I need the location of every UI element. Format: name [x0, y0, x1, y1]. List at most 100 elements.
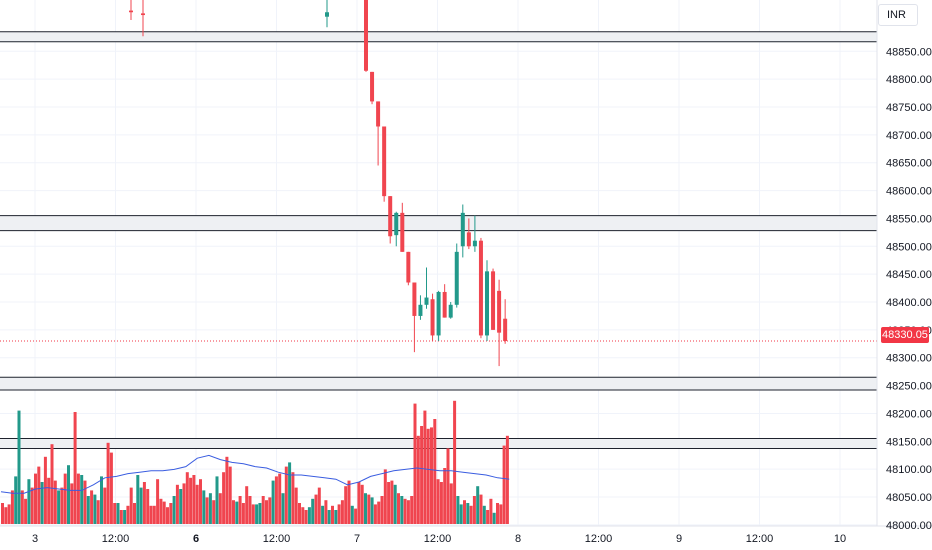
volume-bar — [403, 498, 407, 524]
price-tick-label: 48700.00 — [886, 130, 932, 142]
candle-body — [454, 251, 459, 305]
price-tick-label: 48750.00 — [886, 102, 932, 114]
volume-bar — [261, 496, 265, 524]
zone-fill — [0, 215, 877, 231]
volume-bar — [34, 473, 37, 524]
candle-body — [472, 240, 477, 247]
volume-bar — [146, 489, 150, 524]
candlesticks — [129, 0, 508, 367]
volume-bar — [139, 487, 143, 524]
volume-bar — [37, 466, 41, 524]
volume-bar — [57, 490, 61, 524]
time-tick-label: 7 — [354, 533, 360, 545]
volume-bar — [446, 448, 450, 524]
price-tick-label: 48200.00 — [886, 408, 932, 420]
volume-bar — [20, 490, 24, 524]
candle-body — [412, 282, 417, 316]
candle-body — [466, 232, 471, 247]
candle-body — [382, 126, 387, 197]
volume-bar — [7, 504, 11, 524]
candle-body — [376, 101, 381, 127]
volume-bar — [218, 493, 222, 524]
time-axis[interactable]: 3 12:00 6 12:00 7 12:00 8 12:00 9 12:00 10 — [32, 533, 846, 545]
volume-bar — [364, 493, 367, 524]
volume-bar — [30, 487, 34, 524]
time-tick-label: 12:00 — [102, 533, 130, 545]
volume-bar — [486, 510, 490, 524]
volume-bar — [449, 483, 453, 524]
candle-body — [325, 12, 329, 17]
volume-bar — [47, 477, 51, 524]
candle-body — [388, 196, 393, 237]
volume-bar — [27, 479, 31, 524]
time-tick-label: 9 — [676, 533, 682, 545]
volume-bar — [192, 475, 196, 524]
volume-bar — [248, 496, 252, 524]
volume-bar — [357, 482, 361, 524]
volume-bar — [225, 456, 229, 524]
volume-bar — [380, 496, 384, 524]
candle-body — [370, 71, 375, 102]
volume-bar — [284, 466, 288, 524]
volume-bar — [340, 500, 344, 524]
price-tick-label: 48650.00 — [886, 158, 932, 170]
candle-body — [424, 297, 429, 305]
volume-bar — [129, 487, 133, 524]
volume-bar — [268, 497, 272, 524]
volume-bar — [166, 507, 169, 524]
volume-bar — [212, 500, 216, 524]
volume-bar — [24, 498, 28, 524]
volume-bar — [393, 484, 397, 524]
volume-bar — [265, 500, 268, 524]
volume-bar — [304, 510, 308, 524]
volume-bar — [156, 479, 160, 524]
volume-bar — [307, 507, 311, 524]
volume-bar — [350, 505, 354, 524]
volume-bar — [123, 510, 127, 524]
volume-bar — [331, 505, 334, 524]
time-tick-label: 12:00 — [263, 533, 291, 545]
price-axis[interactable]: 48850.00 48800.00 48750.00 48700.00 48650.00… — [886, 46, 932, 532]
volume-bars — [1, 400, 509, 524]
volume-bar — [489, 498, 493, 524]
candle-body — [436, 291, 441, 336]
volume-bar — [410, 496, 414, 524]
price-tick-label: 48050.00 — [886, 492, 932, 504]
volume-bar — [499, 504, 503, 524]
zone-fill — [0, 377, 877, 391]
volume-bar — [255, 504, 259, 524]
candle-body — [491, 271, 496, 330]
currency-label[interactable]: INR — [878, 4, 918, 26]
volume-bar — [93, 494, 97, 524]
volume-bar — [215, 476, 219, 524]
volume-bar — [423, 410, 427, 524]
candle-body — [497, 290, 502, 333]
volume-bar — [86, 496, 90, 524]
time-tick-label: 12:00 — [424, 533, 452, 545]
volume-bar — [202, 490, 206, 524]
volume-bar — [1, 503, 4, 524]
volume-bar — [469, 505, 473, 524]
volume-bar — [235, 501, 239, 524]
candle-body — [364, 0, 368, 71]
volume-bar — [294, 487, 298, 524]
volume-bar — [466, 503, 470, 524]
zone-fill — [0, 31, 877, 42]
volume-bar — [179, 489, 183, 524]
candle-body — [503, 318, 508, 342]
volume-bar — [103, 487, 107, 524]
volume-bar — [367, 494, 371, 524]
volume-bar — [413, 403, 417, 524]
volume-bar — [169, 503, 173, 524]
volume-bar — [90, 490, 94, 524]
volume-bar — [383, 469, 387, 524]
volume-bar — [400, 496, 404, 524]
volume-bar — [119, 510, 123, 524]
volume-bar — [17, 410, 21, 524]
volume-bar — [96, 500, 100, 524]
candle-body — [394, 212, 399, 236]
volume-bar — [317, 487, 321, 524]
price-tick-label: 48500.00 — [886, 241, 932, 253]
volume-bar — [106, 442, 110, 524]
